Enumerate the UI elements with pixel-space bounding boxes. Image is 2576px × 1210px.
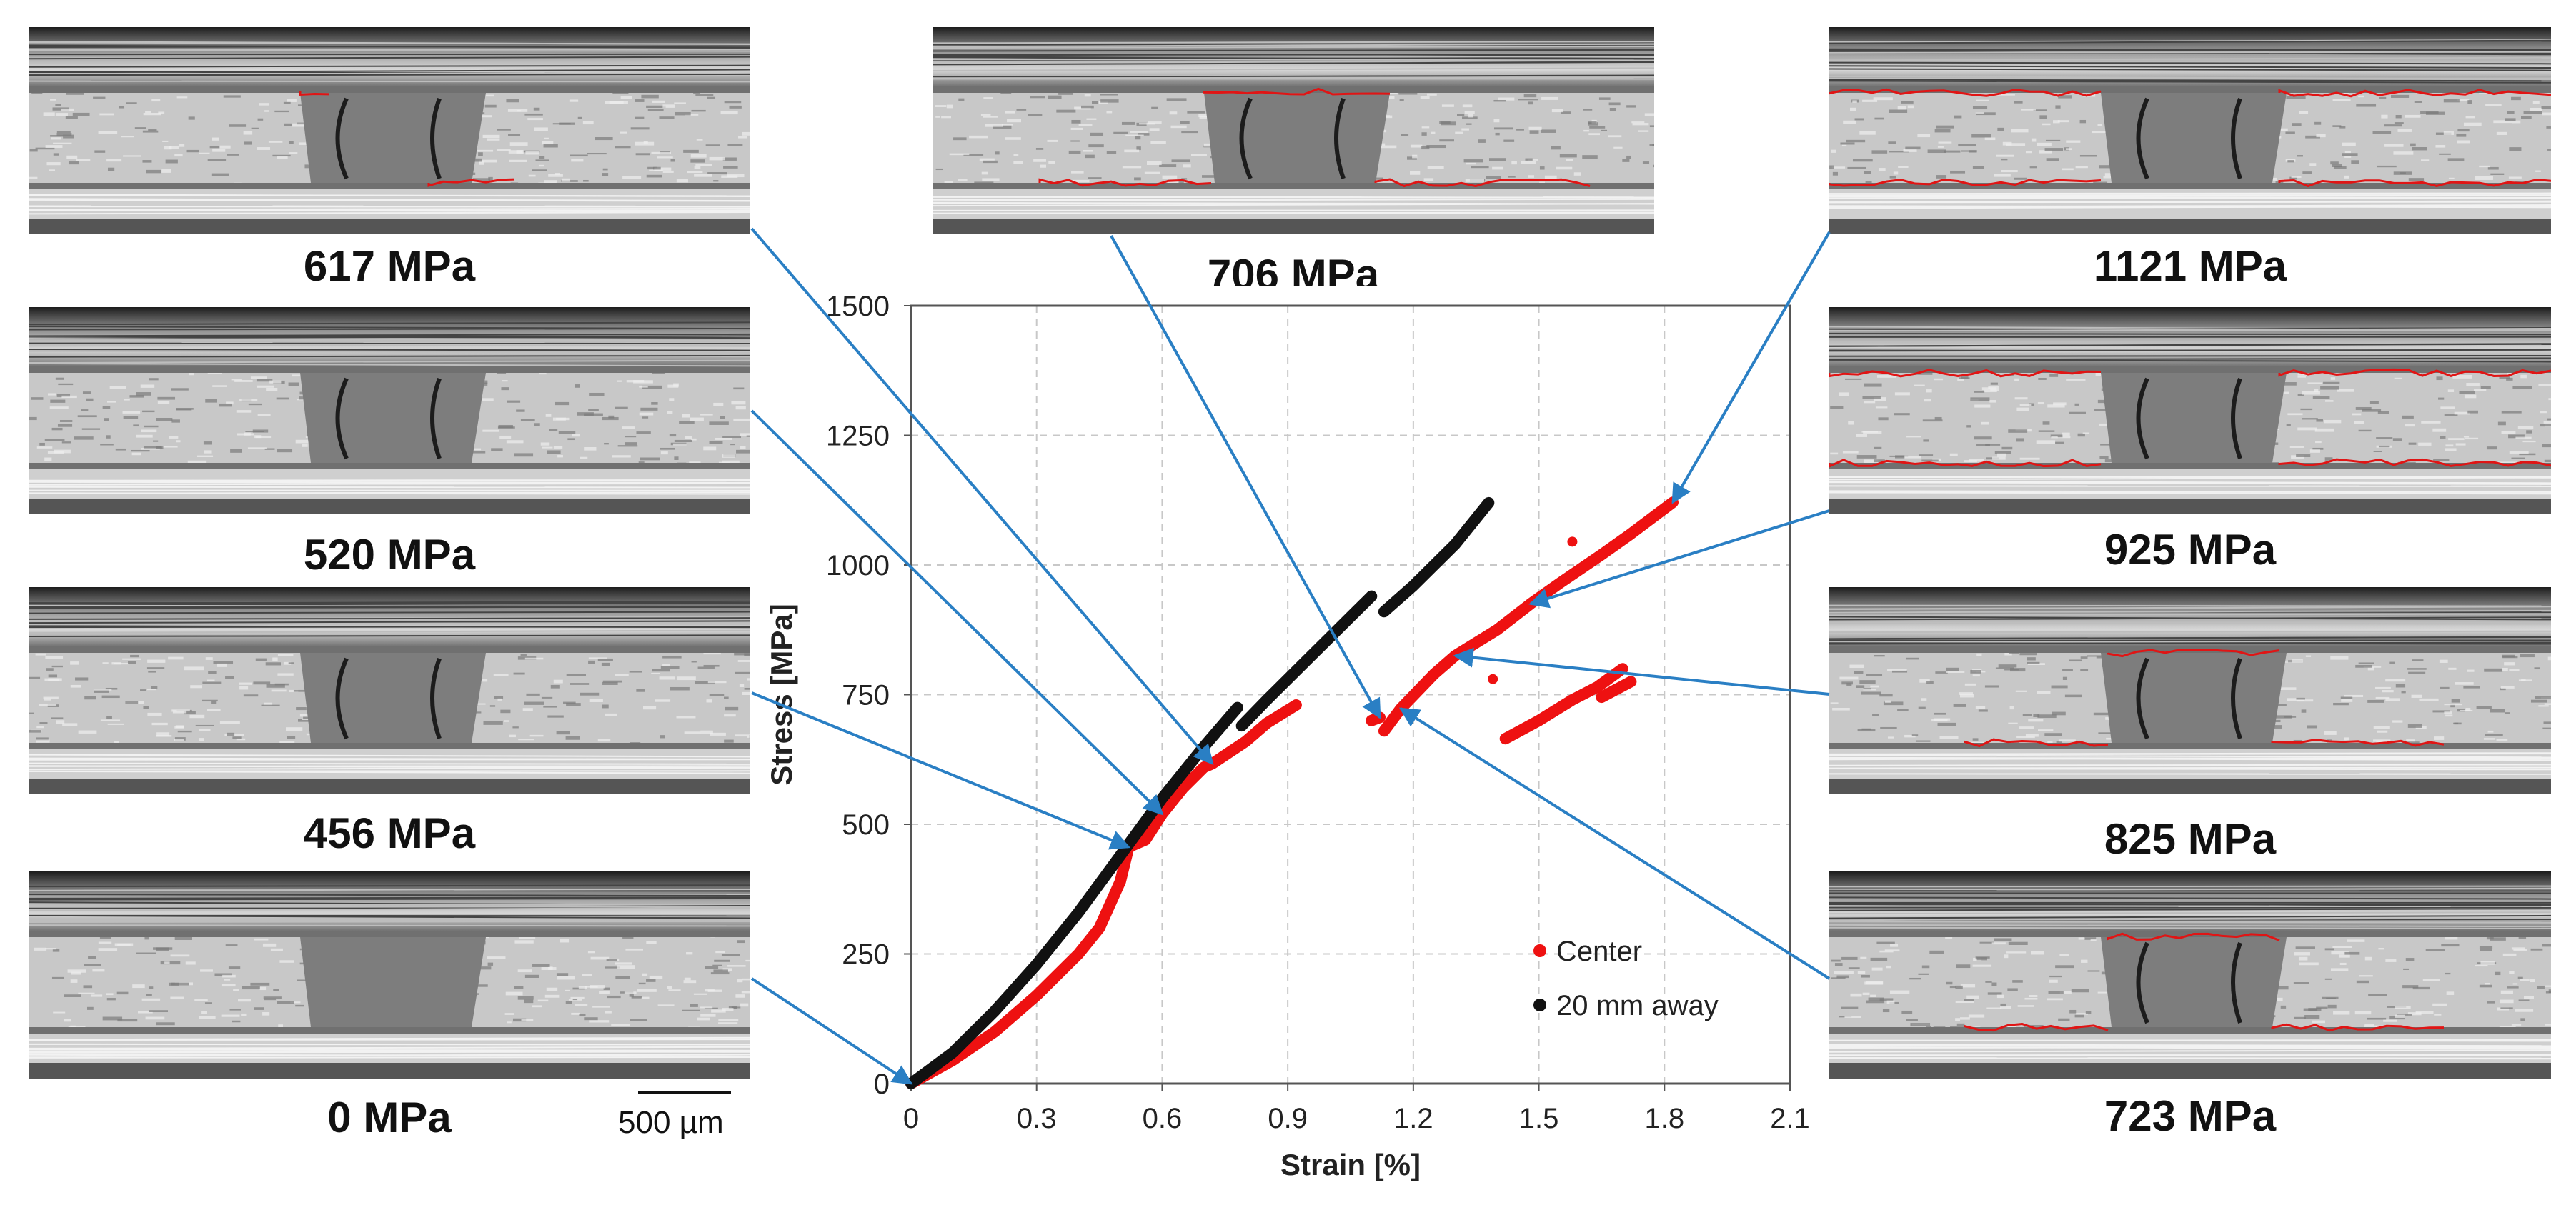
micrograph-image [1829, 307, 2551, 514]
legend-marker [1533, 944, 1546, 957]
data-line [1596, 676, 1637, 704]
x-tick-label: 1.8 [1644, 1103, 1684, 1134]
micrograph-617 [29, 27, 750, 234]
label-520: 520 MPa [303, 531, 476, 579]
data-line [1378, 496, 1679, 737]
micrograph-825 [1829, 587, 2551, 794]
annotation-arrow [751, 691, 1131, 850]
label-825: 825 MPa [2104, 815, 2277, 863]
annotation-arrow [750, 227, 1214, 766]
micrograph-image [1829, 587, 2551, 794]
label-617: 617 MPa [303, 242, 476, 290]
x-tick-label: 2.1 [1770, 1103, 1810, 1134]
annotation-arrow [1453, 647, 1830, 696]
micrograph-520 [29, 307, 750, 514]
data-line [905, 699, 1302, 1089]
micrograph-image [29, 871, 750, 1079]
x-tick-label: 0.3 [1017, 1103, 1057, 1134]
x-axis-label: Strain [%] [1280, 1148, 1421, 1181]
legend-label: Center [1556, 936, 1642, 967]
data-line [1378, 496, 1495, 618]
annotation-arrow [1398, 707, 1831, 980]
label-925: 925 MPa [2104, 526, 2277, 574]
label-723: 723 MPa [2104, 1092, 2277, 1140]
y-axis-label: Stress [MPa] [765, 604, 798, 785]
x-tick-label: 0.9 [1268, 1103, 1308, 1134]
x-tick-label: 0 [903, 1103, 919, 1134]
micrograph-image [933, 27, 1654, 234]
data-point [1488, 674, 1498, 684]
y-tick-label: 1250 [826, 421, 890, 452]
micrograph-image [1829, 27, 2551, 234]
micrograph-925 [1829, 307, 2551, 514]
label-1121: 1121 MPa [2093, 242, 2287, 290]
x-tick-label: 0.6 [1143, 1103, 1183, 1134]
micrograph-706 [933, 27, 1654, 234]
micrograph-image [29, 307, 750, 514]
legend-label: 20 mm away [1556, 990, 1719, 1021]
annotation-arrow [750, 977, 913, 1085]
micrograph-456 [29, 587, 750, 794]
annotation-arrow [1110, 235, 1381, 719]
series-center [905, 496, 1679, 1089]
label-0: 0 MPa [327, 1094, 452, 1141]
label-456: 456 MPa [303, 809, 476, 857]
micrograph-723 [1829, 871, 2551, 1079]
annotation-arrows [750, 227, 1831, 1085]
scale-bar [638, 1091, 731, 1094]
legend-marker [1533, 999, 1546, 1011]
y-tick-label: 500 [842, 809, 890, 841]
y-tick-label: 1000 [826, 550, 890, 581]
micrograph-image [29, 587, 750, 794]
annotation-arrow [750, 409, 1164, 816]
micrograph-image [29, 27, 750, 234]
data-point [1567, 536, 1578, 547]
x-tick-label: 1.2 [1393, 1103, 1433, 1134]
micrograph-image [1829, 871, 2551, 1079]
plot-frame [910, 304, 1791, 1085]
scale-bar-label: 500 µm [618, 1105, 724, 1140]
data-line [905, 701, 1243, 1089]
annotation-arrow [1671, 231, 1831, 504]
annotation-arrow [1528, 509, 1830, 609]
data-line [1499, 663, 1628, 745]
micrograph-0 [29, 871, 750, 1079]
micrograph-1121 [1829, 27, 2551, 234]
series-away [905, 496, 1495, 1089]
y-tick-label: 0 [874, 1069, 890, 1100]
legend: Center 20 mm away [1533, 936, 1719, 1021]
x-tick-label: 1.5 [1519, 1103, 1559, 1134]
y-tick-label: 1500 [826, 291, 890, 322]
y-tick-label: 750 [842, 680, 890, 711]
data-line [1235, 590, 1378, 732]
y-tick-label: 250 [842, 939, 890, 971]
